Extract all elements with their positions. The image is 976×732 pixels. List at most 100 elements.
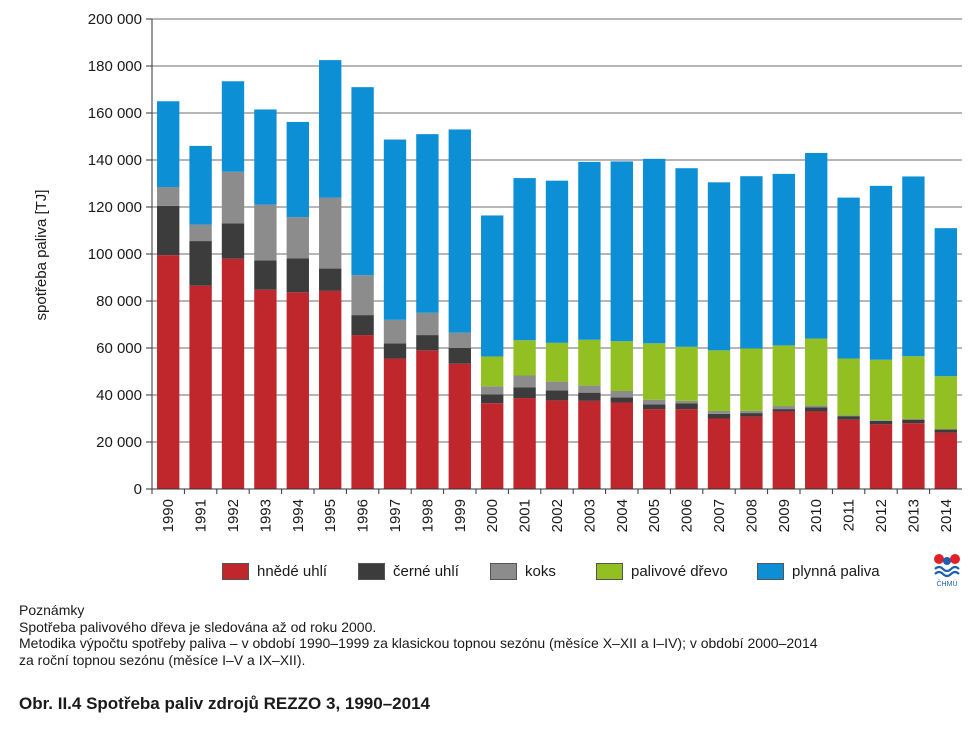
bar-segment	[772, 173, 795, 346]
bar-segment	[707, 350, 731, 411]
bar-segment	[869, 420, 893, 425]
bar-segment	[254, 289, 277, 489]
bar-segment	[254, 109, 277, 205]
bar-segment	[481, 403, 504, 489]
bar-segment	[383, 319, 407, 344]
bar-segment	[545, 390, 569, 401]
legend-label: palivové dřevo	[631, 563, 728, 580]
bar-segment	[189, 145, 212, 225]
bar-segment	[578, 339, 601, 386]
bar-segment	[869, 420, 893, 421]
bar-segment	[416, 335, 439, 351]
bar-segment	[772, 406, 795, 410]
logo-text: ČHMÚ	[937, 579, 958, 588]
bar-segment	[319, 197, 342, 269]
bar-segment	[675, 168, 698, 347]
bar-segment	[319, 60, 342, 198]
bar-segment	[286, 258, 309, 293]
bar-segment	[416, 134, 439, 313]
bar-segment	[481, 215, 504, 357]
y-tick-label: 60 000	[96, 340, 142, 357]
bar-segment	[221, 81, 245, 172]
bar-segment	[481, 356, 504, 387]
notes-line-1: Spotřeba palivového dřeva je sledována a…	[19, 618, 377, 635]
bar-segment	[481, 394, 504, 404]
notes-line-3: za roční topnou sezónu (měsíce I–V a IX–…	[19, 651, 306, 668]
x-axis-ticks: 1990 1991 1992 1993 1994 1995 1996 1997 1998 1999…	[151, 489, 955, 532]
bar-segment	[837, 415, 860, 417]
bar-segment	[837, 419, 860, 489]
bar-segment	[254, 204, 277, 261]
bar-segment	[707, 413, 731, 419]
legend-item: koks	[490, 563, 556, 580]
legend-label: černé uhlí	[393, 563, 459, 580]
bar-segment	[837, 197, 860, 359]
bar-segment	[189, 285, 212, 489]
bar-segment	[545, 400, 569, 489]
x-tick-label: 2004	[614, 499, 631, 532]
bar-segment	[189, 224, 212, 242]
y-tick-label: 40 000	[96, 387, 142, 404]
bar-segment	[805, 338, 828, 406]
x-tick-label: 2014	[938, 499, 955, 532]
x-tick-label: 2012	[873, 499, 890, 532]
bar-segment	[610, 391, 633, 398]
bar-segment	[545, 342, 569, 382]
bar-segment	[675, 400, 698, 404]
bar-segment	[869, 424, 893, 489]
bar-segment	[675, 346, 698, 401]
x-tick-label: 2008	[743, 499, 760, 532]
bar-segment	[383, 139, 407, 320]
y-axis-label: spotřeba paliva [TJ]	[33, 190, 50, 321]
bar-segment	[610, 402, 633, 489]
bar-segment	[448, 348, 471, 364]
bar-segment	[643, 409, 666, 489]
bar-segment	[772, 345, 795, 407]
bar-segment	[416, 350, 439, 489]
y-tick-label: 180 000	[88, 58, 142, 75]
bar-segment	[481, 386, 504, 395]
y-tick-label: 160 000	[88, 105, 142, 122]
bar-segment	[578, 392, 601, 401]
legend-swatch	[757, 563, 784, 580]
x-tick-label: 2005	[646, 499, 663, 532]
x-tick-label: 2013	[905, 499, 922, 532]
bar-segment	[902, 423, 925, 489]
figure-caption: Obr. II.4 Spotřeba paliv zdrojů REZZO 3,…	[19, 694, 430, 713]
bar-segment	[740, 176, 763, 349]
bar-segment	[448, 129, 471, 333]
x-tick-label: 2009	[776, 499, 793, 532]
x-tick-label: 2003	[581, 499, 598, 532]
notes-heading: Poznámky	[19, 602, 85, 618]
legend-label: koks	[525, 563, 556, 580]
bar-segment	[351, 87, 374, 276]
x-tick-label: 1991	[193, 499, 210, 532]
x-tick-label: 2006	[679, 499, 696, 532]
bar-segment	[610, 397, 633, 403]
bar-segment	[319, 290, 342, 489]
legend-swatch	[490, 563, 517, 580]
x-tick-label: 2000	[484, 499, 501, 532]
bar-segment	[286, 292, 309, 489]
notes-line-2: Metodika výpočtu spotřeby paliva – v obd…	[19, 635, 818, 651]
bar-segment	[221, 223, 245, 259]
chmu-logo: ČHMÚ	[930, 552, 964, 588]
y-tick-label: 20 000	[96, 434, 142, 451]
bar-segment	[772, 411, 795, 489]
bar-segment	[740, 410, 763, 414]
x-tick-label: 1995	[322, 499, 339, 532]
bar-segment	[319, 268, 342, 291]
bar-segment	[416, 312, 439, 336]
y-tick-label: 0	[134, 481, 142, 498]
legend-label: plynná paliva	[792, 563, 880, 580]
bar-segment	[902, 356, 925, 419]
bar-segment	[740, 413, 763, 417]
legend-item: černé uhlí	[358, 563, 459, 580]
bar-segment	[869, 359, 893, 421]
bar-segment	[740, 348, 763, 411]
x-tick-label: 1999	[452, 499, 469, 532]
x-tick-label: 1992	[225, 499, 242, 532]
bar-segment	[578, 400, 601, 489]
bar-segment	[805, 411, 828, 489]
bar-segment	[610, 161, 633, 342]
